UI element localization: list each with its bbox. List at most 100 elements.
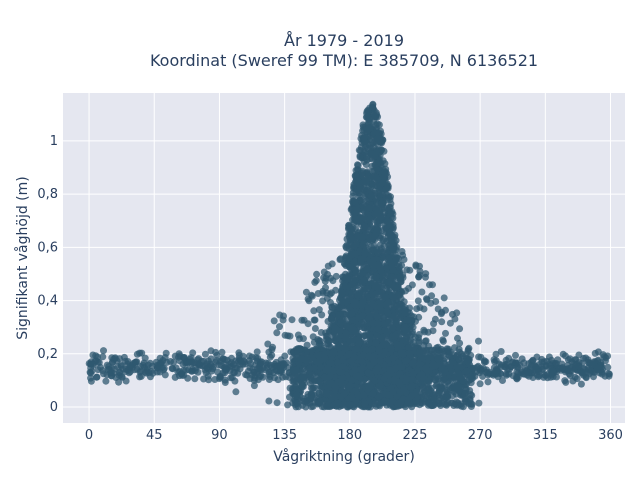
data-point — [185, 358, 193, 366]
data-point — [546, 362, 554, 370]
data-point — [304, 320, 312, 328]
data-point — [359, 233, 366, 241]
data-point — [376, 357, 384, 365]
data-point — [441, 375, 449, 382]
data-point — [381, 169, 388, 177]
data-point — [388, 273, 396, 281]
data-point — [564, 356, 572, 364]
data-point — [456, 325, 464, 333]
data-point — [305, 297, 313, 305]
data-point — [385, 336, 393, 344]
data-point — [349, 277, 357, 285]
data-point — [475, 399, 483, 407]
data-point — [102, 377, 110, 385]
data-point — [389, 266, 397, 274]
data-point — [216, 375, 223, 383]
data-point — [175, 350, 183, 358]
data-point — [361, 400, 369, 408]
x-tick-label: 135 — [272, 428, 297, 443]
data-point — [413, 400, 421, 408]
data-point — [401, 326, 409, 334]
data-point — [291, 392, 299, 400]
data-point — [93, 373, 101, 381]
y-tick-label: 0,6 — [37, 240, 58, 255]
data-point — [364, 314, 372, 322]
data-point — [396, 381, 404, 388]
data-point — [598, 370, 606, 378]
data-point — [339, 310, 347, 318]
data-point — [351, 242, 358, 250]
data-point — [324, 262, 332, 270]
data-point — [339, 401, 347, 409]
data-point — [359, 287, 367, 295]
data-point — [365, 115, 373, 123]
data-point — [113, 357, 121, 365]
data-point — [330, 302, 338, 310]
data-point — [452, 383, 460, 390]
data-point — [354, 390, 362, 398]
data-point — [405, 343, 413, 351]
data-point — [434, 343, 442, 351]
data-point — [428, 389, 436, 397]
chart-title-line-2: Koordinat (Sweref 99 TM): E 385709, N 61… — [150, 51, 538, 70]
data-point — [441, 400, 449, 408]
data-point — [384, 309, 392, 317]
data-point — [299, 365, 307, 373]
data-point — [272, 358, 280, 366]
data-point — [542, 372, 549, 379]
x-axis-label: Vågriktning (grader) — [273, 448, 415, 465]
data-point — [329, 367, 337, 375]
data-point — [372, 339, 380, 347]
x-tick-label: 0 — [85, 428, 93, 443]
data-point — [412, 261, 420, 269]
data-point — [294, 331, 302, 339]
data-point — [452, 364, 460, 372]
data-point — [429, 327, 437, 335]
data-point — [442, 329, 449, 337]
data-point — [374, 249, 382, 257]
data-point — [369, 390, 377, 398]
data-point — [484, 378, 492, 386]
data-point — [380, 235, 387, 243]
data-point — [306, 365, 314, 373]
data-point — [451, 344, 459, 352]
data-point — [332, 272, 340, 280]
data-point — [361, 133, 368, 141]
data-point — [361, 276, 368, 284]
data-point — [352, 188, 360, 196]
data-point — [392, 246, 400, 254]
data-point — [310, 307, 318, 315]
data-point — [413, 305, 421, 313]
data-point — [389, 388, 397, 396]
data-point — [499, 377, 506, 384]
data-point — [403, 357, 411, 365]
data-point — [461, 390, 469, 398]
data-point — [273, 399, 281, 407]
data-point — [370, 274, 378, 282]
data-point — [375, 185, 383, 193]
data-point — [422, 273, 429, 281]
data-point — [221, 376, 229, 384]
data-point — [139, 361, 147, 369]
data-point — [419, 384, 427, 391]
data-point — [332, 393, 340, 401]
data-point — [137, 372, 145, 380]
data-point — [353, 345, 361, 353]
data-point — [390, 302, 398, 310]
data-point — [358, 169, 366, 177]
data-point — [250, 382, 258, 390]
data-point — [446, 319, 454, 327]
data-point — [415, 337, 423, 345]
data-point — [465, 344, 473, 352]
data-point — [376, 382, 384, 390]
data-point — [424, 377, 432, 385]
data-point — [281, 352, 289, 360]
data-point — [298, 382, 306, 390]
data-point — [377, 267, 385, 275]
data-point — [87, 364, 95, 372]
data-point — [400, 298, 408, 306]
data-point — [559, 364, 566, 371]
data-point — [346, 382, 354, 390]
data-point — [408, 392, 416, 400]
data-point — [168, 364, 176, 372]
